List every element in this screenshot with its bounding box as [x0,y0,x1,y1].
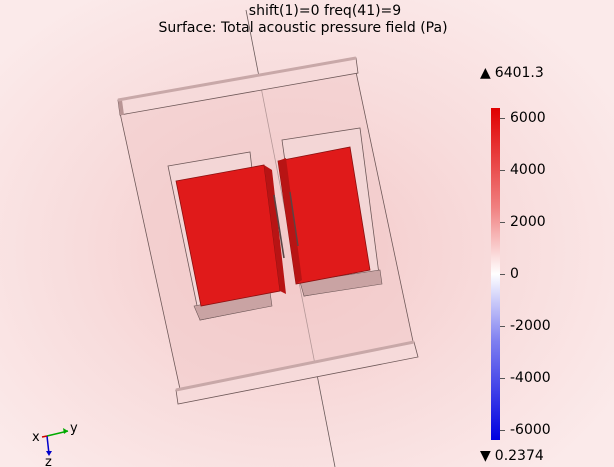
x-axis-arrow [41,435,48,438]
y-axis-arrowhead [63,428,68,434]
colorbar-tick-mark [500,222,505,223]
center-divider [273,194,285,259]
colorbar-tick-label: 4000 [510,162,546,178]
left-block-side [264,165,286,294]
colorbar-min-value: 0.2374 [494,448,544,464]
colorbar-tick-mark [500,170,505,171]
x-axis-label: x [32,430,40,445]
colorbar-tick-label: 2000 [510,214,546,230]
colorbar-tick-mark [500,430,505,431]
colorbar-tick-mark [500,118,505,119]
colorbar-max: ▲ 6401.3 [480,64,544,82]
colorbar-max-value: 6401.3 [494,65,544,81]
z-axis-arrowhead [46,451,52,456]
min-triangle-icon: ▼ [480,448,491,464]
colorbar-tick-mark [500,326,505,327]
colorbar-tick-mark [500,378,505,379]
colorbar-tick-mark [500,274,505,275]
colorbar-tick-label: 6000 [510,110,546,126]
y-axis-label: y [70,421,78,436]
colorbar-tick-label: 0 [510,266,519,282]
colorbar-tick-label: -6000 [510,422,551,438]
top-bar-highlight [117,56,357,102]
colorbar-tick-label: -2000 [510,318,551,334]
right-holder-base [299,269,383,297]
colorbar-min: ▼ 0.2374 [480,447,544,465]
bottom-bar-highlight [175,340,415,392]
top-bar-end [118,100,124,115]
axis-orientation-triad: x y z [32,421,78,466]
center-divider-2 [289,191,299,247]
max-triangle-icon: ▲ [480,65,491,81]
plot-title-parameters: shift(1)=0 freq(41)=9 [248,3,402,19]
colorbar-tick-label: -4000 [510,370,551,386]
colorbar [491,108,500,440]
plot-title-expression: Surface: Total acoustic pressure field (… [158,20,448,36]
z-axis-label: z [45,455,52,466]
right-block-side [278,158,302,284]
